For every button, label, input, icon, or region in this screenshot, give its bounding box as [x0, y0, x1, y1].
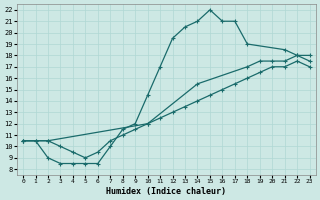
X-axis label: Humidex (Indice chaleur): Humidex (Indice chaleur) [106, 187, 226, 196]
